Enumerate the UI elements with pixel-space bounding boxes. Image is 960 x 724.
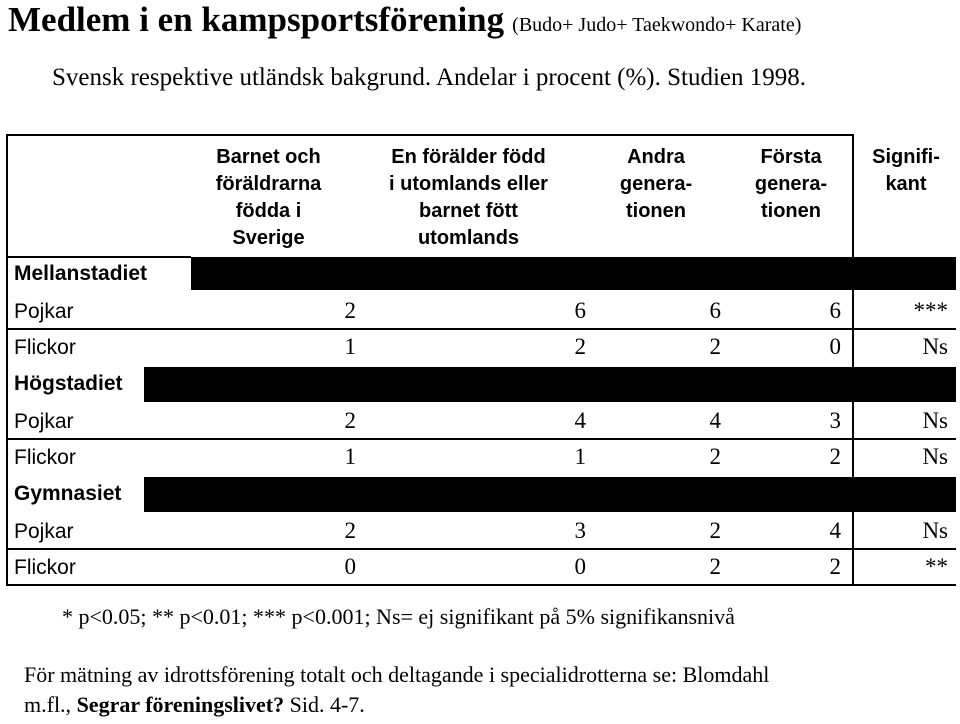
header-bottom-border [6, 256, 191, 258]
cell-sig: Ns [922, 408, 948, 433]
table-left-border [6, 134, 8, 586]
cell-sig: Ns [922, 334, 948, 359]
row-label: Pojkar [14, 520, 74, 543]
note-prefix: m.fl., [24, 692, 77, 717]
cell-value: 3 [829, 408, 842, 433]
row-label: Flickor [14, 556, 76, 579]
table-bottom-border [6, 584, 956, 586]
cell-value: 6 [829, 298, 842, 323]
title-sub: (Budo+ Judo+ Taekwondo+ Karate) [512, 14, 802, 36]
title-main: Medlem i en kampsportsförening [8, 0, 505, 39]
cell-value: 6 [709, 298, 722, 323]
row-divider [6, 438, 956, 440]
section-label-hogstadiet: Högstadiet [14, 372, 123, 395]
row-label: Pojkar [14, 410, 74, 433]
cell-value: 6 [574, 298, 587, 323]
cell-value: 4 [829, 518, 842, 543]
cell-value: 1 [574, 444, 587, 469]
cell-sig: Ns [922, 518, 948, 543]
significance-footnote: * p<0.05; ** p<0.01; *** p<0.001; Ns= ej… [62, 604, 735, 629]
cell-value: 2 [829, 554, 842, 579]
cell-value: 0 [344, 554, 357, 579]
note-line-2: m.fl., Segrar föreningslivet? Sid. 4-7. [24, 692, 365, 718]
header-col1: Barnet och föräldrarna födda i Sverige [215, 146, 322, 249]
cell-sig: ** [925, 554, 948, 579]
row-label: Pojkar [14, 300, 74, 323]
cell-value: 2 [709, 518, 722, 543]
cell-value: 2 [709, 554, 722, 579]
cell-value: 2 [829, 444, 842, 469]
page-title: Medlem i en kampsportsförening (Budo+ Ju… [8, 0, 801, 40]
cell-value: 2 [709, 334, 722, 359]
table-top-border [6, 134, 854, 136]
note-suffix: Sid. 4-7. [284, 692, 365, 717]
section-label-mellanstadiet: Mellanstadiet [14, 262, 148, 285]
section-band [191, 257, 956, 290]
cell-sig: Ns [922, 444, 948, 469]
section-band [144, 477, 956, 512]
cell-value: 2 [344, 518, 357, 543]
header-col3: Andra genera- tionen [619, 146, 693, 222]
cell-value: 4 [709, 408, 722, 433]
header-col4: Första genera- tionen [754, 146, 828, 222]
cell-value: 0 [829, 334, 842, 359]
cell-value: 2 [574, 334, 587, 359]
header-col5: Signifi- kant [872, 146, 940, 195]
cell-value: 2 [344, 408, 357, 433]
row-label: Flickor [14, 446, 76, 469]
section-label-gymnasiet: Gymnasiet [14, 482, 122, 505]
cell-value: 3 [574, 518, 587, 543]
table-col-divider [852, 134, 854, 586]
cell-value: 1 [344, 334, 357, 359]
section-band [144, 367, 956, 402]
cell-value: 1 [344, 444, 357, 469]
row-divider [6, 548, 956, 550]
cell-value: 4 [574, 408, 587, 433]
cell-value: 0 [574, 554, 587, 579]
note-reference-title: Segrar föreningslivet? [76, 692, 285, 717]
note-line-1: För mätning av idrottsförening totalt oc… [24, 662, 770, 687]
header-col2: En förälder född i utomlands eller barne… [389, 146, 548, 249]
cell-value: 2 [709, 444, 722, 469]
row-divider [6, 328, 956, 330]
cell-value: 2 [344, 298, 357, 323]
cell-sig: *** [913, 298, 949, 323]
subtitle: Svensk respektive utländsk bakgrund. And… [52, 64, 807, 91]
data-table: Barnet och föräldrarna födda i Sverige E… [6, 134, 956, 586]
row-label: Flickor [14, 336, 76, 359]
